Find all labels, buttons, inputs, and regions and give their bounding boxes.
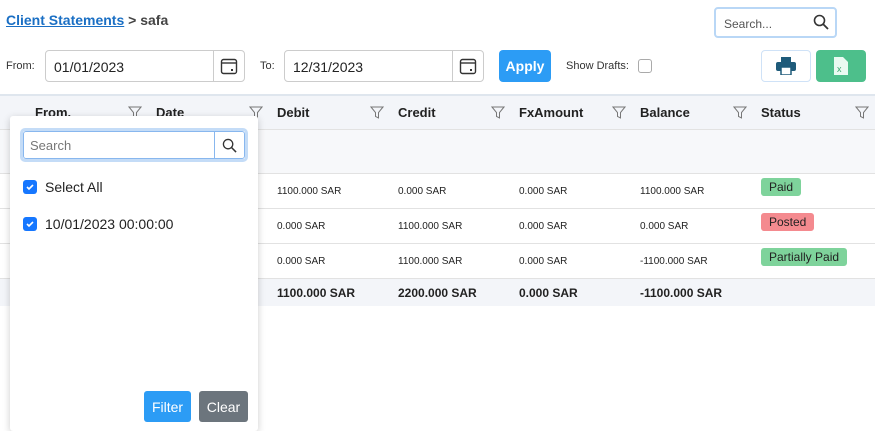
date-filter-popup: Search Select All 10/01/2023 00:00:00 Fi… (10, 116, 258, 431)
cell-balance: -1100.000 SAR (640, 256, 708, 267)
select-all-checkbox[interactable]: Select All (23, 179, 103, 195)
filter-search[interactable]: Search (20, 128, 248, 162)
svg-text:x: x (837, 64, 842, 74)
print-button[interactable] (761, 50, 811, 82)
cell-debit: 0.000 SAR (277, 221, 326, 232)
column-header-status[interactable]: Status (753, 96, 875, 130)
filter-icon[interactable] (855, 106, 869, 119)
cell-debit: 0.000 SAR (277, 256, 326, 267)
total-balance: -1100.000 SAR (640, 286, 723, 300)
cell-credit: 1100.000 SAR (398, 221, 463, 232)
total-credit: 2200.000 SAR (398, 286, 477, 300)
cell-balance: 1100.000 SAR (640, 186, 705, 197)
calendar-icon[interactable] (213, 51, 244, 81)
show-drafts-label: Show Drafts: (566, 60, 629, 72)
table-row[interactable]: 1100.000 SAR 0.000 SAR 0.000 SAR 1100.000 S… (0, 174, 875, 209)
calendar-icon[interactable] (452, 51, 483, 81)
column-header-balance[interactable]: Balance (632, 96, 753, 130)
column-title: Balance (640, 105, 690, 120)
status-badge: Posted (761, 213, 815, 231)
export-excel-button[interactable]: x (816, 50, 866, 82)
cell-status: Paid (753, 174, 809, 208)
cell-debit: 1100.000 SAR (277, 186, 342, 197)
clear-button[interactable]: Clear (199, 391, 248, 422)
cell-credit: 0.000 SAR (398, 186, 447, 197)
checkbox-checked-icon (23, 217, 37, 231)
from-label: From: (6, 60, 35, 72)
search-placeholder: Search... (724, 17, 773, 31)
column-header-fxamount[interactable]: FxAmount (511, 96, 632, 130)
breadcrumb-link[interactable]: Client Statements (6, 12, 125, 28)
printer-icon (776, 57, 796, 75)
filter-search-button[interactable] (214, 131, 245, 159)
date-option-checkbox[interactable]: 10/01/2023 00:00:00 (23, 216, 173, 232)
cell-status: Partially Paid (753, 244, 855, 278)
from-date-field[interactable]: 01/01/2023 (45, 50, 245, 82)
total-fxamount: 0.000 SAR (519, 286, 578, 300)
cell-balance: 0.000 SAR (640, 221, 689, 232)
cell-fx: 0.000 SAR (519, 221, 568, 232)
search-input[interactable]: Search... (714, 7, 837, 38)
filter-icon[interactable] (612, 106, 626, 119)
search-icon (222, 138, 237, 153)
cell-status: Posted (753, 209, 822, 243)
breadcrumb-separator: > (124, 12, 141, 28)
breadcrumb-current: safa (140, 12, 169, 28)
status-badge: Paid (761, 178, 802, 196)
filter-icon[interactable] (491, 106, 505, 119)
breadcrumb: Client Statements > safa (6, 12, 168, 28)
cell-fx: 0.000 SAR (519, 186, 568, 197)
column-title: Debit (277, 105, 310, 120)
apply-button[interactable]: Apply (499, 50, 551, 82)
cell-fx: 0.000 SAR (519, 256, 568, 267)
cell-credit: 1100.000 SAR (398, 256, 463, 267)
column-header-debit[interactable]: Debit (269, 96, 390, 130)
to-date-value: 12/31/2023 (293, 59, 364, 75)
total-debit: 1100.000 SAR (277, 286, 356, 300)
status-badge: Partially Paid (761, 248, 848, 266)
checkbox-label: 10/01/2023 00:00:00 (45, 216, 174, 232)
excel-file-icon: x (834, 57, 848, 75)
to-label: To: (260, 60, 275, 72)
column-title: Status (761, 105, 801, 120)
column-title: FxAmount (519, 105, 584, 120)
filter-icon[interactable] (733, 106, 747, 119)
checkbox-checked-icon (23, 180, 37, 194)
to-date-field[interactable]: 12/31/2023 (284, 50, 484, 82)
filter-button[interactable]: Filter (144, 391, 191, 422)
table-row[interactable]: 0.000 SAR 1100.000 SAR 0.000 SAR 0.000 SAR P… (0, 209, 875, 244)
column-header-credit[interactable]: Credit (390, 96, 511, 130)
filter-icon[interactable] (370, 106, 384, 119)
filter-search-input[interactable]: Search (23, 131, 214, 159)
checkbox-label: Select All (45, 179, 103, 195)
from-date-value: 01/01/2023 (54, 59, 125, 75)
show-drafts-checkbox[interactable] (638, 59, 652, 73)
table-row[interactable]: 0.000 SAR 1100.000 SAR 0.000 SAR -1100.000 … (0, 244, 875, 279)
column-title: Credit (398, 105, 436, 120)
search-icon (813, 14, 829, 30)
